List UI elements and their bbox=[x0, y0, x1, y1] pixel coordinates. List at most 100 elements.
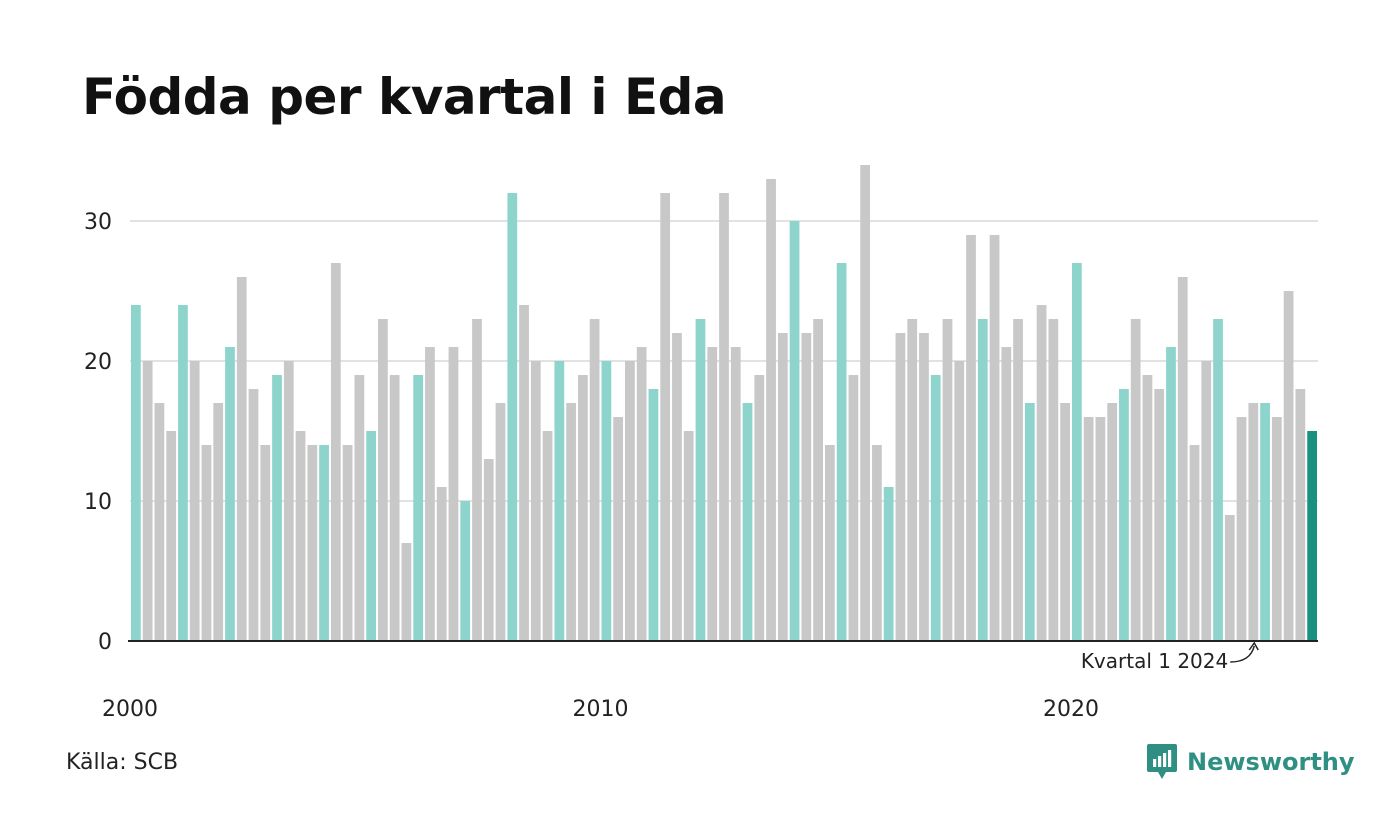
bar bbox=[272, 375, 282, 641]
bar bbox=[1130, 319, 1141, 641]
bar bbox=[436, 487, 447, 641]
bar bbox=[813, 319, 823, 641]
bar-chart: 0 10 20 30 2000 2010 2020 Kvartal 1 2024 bbox=[84, 165, 1318, 722]
bar bbox=[919, 333, 929, 641]
bar bbox=[625, 361, 635, 641]
bar bbox=[1048, 319, 1059, 641]
bar bbox=[330, 263, 341, 641]
bar bbox=[1154, 389, 1165, 641]
y-tick-label: 10 bbox=[84, 490, 112, 515]
bar bbox=[1224, 515, 1235, 641]
bar bbox=[672, 333, 682, 641]
bar bbox=[1142, 375, 1153, 641]
bar bbox=[1248, 403, 1259, 641]
bar bbox=[801, 333, 812, 641]
bar bbox=[1177, 277, 1188, 641]
bar bbox=[836, 263, 847, 641]
newsworthy-logo-icon bbox=[1147, 744, 1177, 779]
bar bbox=[754, 375, 765, 641]
bar bbox=[954, 361, 965, 641]
bar bbox=[342, 445, 353, 641]
bar bbox=[872, 445, 882, 641]
bar bbox=[1307, 431, 1317, 641]
bar bbox=[260, 445, 271, 641]
bar bbox=[719, 193, 729, 641]
chart-title: Födda per kvartal i Eda bbox=[82, 68, 727, 126]
bar bbox=[483, 459, 494, 641]
bar bbox=[1024, 403, 1035, 641]
bar bbox=[319, 445, 329, 641]
bar bbox=[930, 375, 941, 641]
bar bbox=[589, 319, 600, 641]
bar bbox=[730, 347, 741, 641]
bar bbox=[236, 277, 247, 641]
annotation-label: Kvartal 1 2024 bbox=[1081, 649, 1228, 673]
y-tick-label: 20 bbox=[84, 350, 112, 375]
bar bbox=[860, 165, 871, 641]
bar bbox=[895, 333, 906, 641]
bar bbox=[777, 333, 788, 641]
bar bbox=[166, 431, 177, 641]
bar bbox=[1283, 291, 1294, 641]
annotation-arrow bbox=[1230, 645, 1255, 663]
bar bbox=[977, 319, 988, 641]
bar bbox=[907, 319, 918, 641]
bar bbox=[425, 347, 435, 641]
bar bbox=[142, 361, 153, 641]
bar bbox=[1201, 361, 1212, 641]
bar bbox=[542, 431, 553, 641]
bar bbox=[307, 445, 318, 641]
bar bbox=[707, 347, 718, 641]
bar bbox=[201, 445, 212, 641]
bar bbox=[378, 319, 388, 641]
bar bbox=[1260, 403, 1270, 641]
bar bbox=[460, 501, 471, 641]
bar bbox=[1213, 319, 1223, 641]
bar bbox=[613, 417, 624, 641]
bar bbox=[131, 305, 141, 641]
bar bbox=[601, 361, 612, 641]
bar bbox=[1236, 417, 1247, 641]
y-tick-label: 0 bbox=[98, 630, 112, 655]
bar bbox=[766, 179, 776, 641]
bar bbox=[1095, 417, 1106, 641]
bar bbox=[1119, 389, 1129, 641]
bar bbox=[1166, 347, 1176, 641]
bar bbox=[742, 403, 753, 641]
bar bbox=[648, 389, 659, 641]
bar bbox=[472, 319, 482, 641]
bar bbox=[366, 431, 377, 641]
bar bbox=[1295, 389, 1306, 641]
newsworthy-logo: Newsworthy bbox=[1147, 744, 1355, 780]
bar bbox=[1013, 319, 1023, 641]
bar bbox=[225, 347, 235, 641]
bar bbox=[1060, 403, 1070, 641]
bar bbox=[683, 431, 694, 641]
bar bbox=[848, 375, 859, 641]
brand-name: Newsworthy bbox=[1187, 748, 1355, 776]
bar bbox=[178, 305, 188, 641]
bar bbox=[389, 375, 400, 641]
bar bbox=[1036, 305, 1047, 641]
bar bbox=[354, 375, 365, 641]
bar bbox=[401, 543, 412, 641]
bar bbox=[1189, 445, 1200, 641]
bar bbox=[577, 375, 588, 641]
bar bbox=[660, 193, 671, 641]
bar bbox=[789, 221, 800, 641]
x-tick-label: 2010 bbox=[572, 697, 628, 722]
bar bbox=[883, 487, 894, 641]
bar bbox=[295, 431, 306, 641]
bar bbox=[507, 193, 518, 641]
bar bbox=[283, 361, 294, 641]
bar bbox=[966, 235, 976, 641]
bar bbox=[154, 403, 165, 641]
bar bbox=[989, 235, 1000, 641]
x-tick-label: 2020 bbox=[1043, 697, 1099, 722]
bar bbox=[189, 361, 200, 641]
bar bbox=[413, 375, 424, 641]
bar bbox=[1083, 417, 1094, 641]
bar bbox=[636, 347, 647, 641]
bar bbox=[942, 319, 953, 641]
bar bbox=[519, 305, 529, 641]
